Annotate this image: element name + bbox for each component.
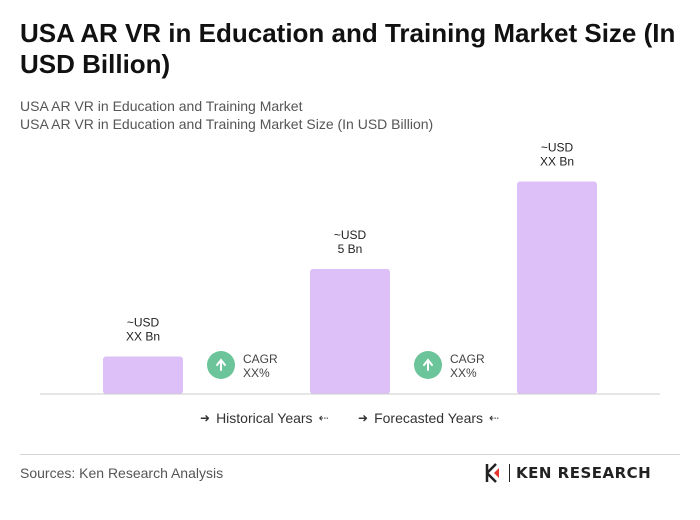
cagr-label: XX%: [450, 366, 477, 380]
chart-subtitle-2: USA AR VR in Education and Training Mark…: [20, 116, 434, 132]
legend-forecasted-label: Forecasted Years: [374, 410, 484, 426]
cagr-label: CAGR: [450, 352, 485, 366]
arrow-right-icon: ➜: [200, 411, 211, 425]
legend-historical: ➜ Historical Years ⇠: [200, 410, 329, 426]
bar-value-label: 5 Bn: [338, 242, 363, 256]
bar-value-label: XX Bn: [126, 330, 160, 344]
arrow-left-icon: ⇠: [318, 411, 329, 425]
logo-mark-icon: [485, 463, 499, 483]
arrow-left-icon: ⇠: [489, 411, 500, 425]
up-arrow-icon: [216, 358, 226, 371]
cagr-label: XX%: [243, 366, 270, 380]
sources-text: Sources: Ken Research Analysis: [20, 465, 224, 481]
cagr-label: CAGR: [243, 352, 278, 366]
logo-text: KEN RESEARCH: [516, 464, 652, 482]
bar: [517, 181, 597, 394]
chart-title: USA AR VR in Education and Training Mark…: [20, 18, 676, 79]
bar-value-label: XX Bn: [540, 155, 574, 169]
bar: [310, 269, 390, 394]
ken-research-logo: KEN RESEARCH: [485, 463, 651, 483]
legend-forecasted: ➜ Forecasted Years ⇠: [358, 410, 499, 426]
bar-value-label: ~USD: [334, 228, 367, 242]
chart-subtitle: USA AR VR in Education and Training Mark…: [20, 98, 303, 114]
arrow-right-icon: ➜: [358, 411, 369, 425]
footer-divider: [20, 454, 680, 455]
bar-value-label: ~USD: [127, 316, 160, 330]
bar: [103, 356, 183, 394]
logo-separator: [509, 464, 510, 482]
up-arrow-icon: [423, 358, 433, 371]
legend-historical-label: Historical Years: [216, 410, 313, 426]
bar-value-label: ~USD: [541, 141, 574, 155]
